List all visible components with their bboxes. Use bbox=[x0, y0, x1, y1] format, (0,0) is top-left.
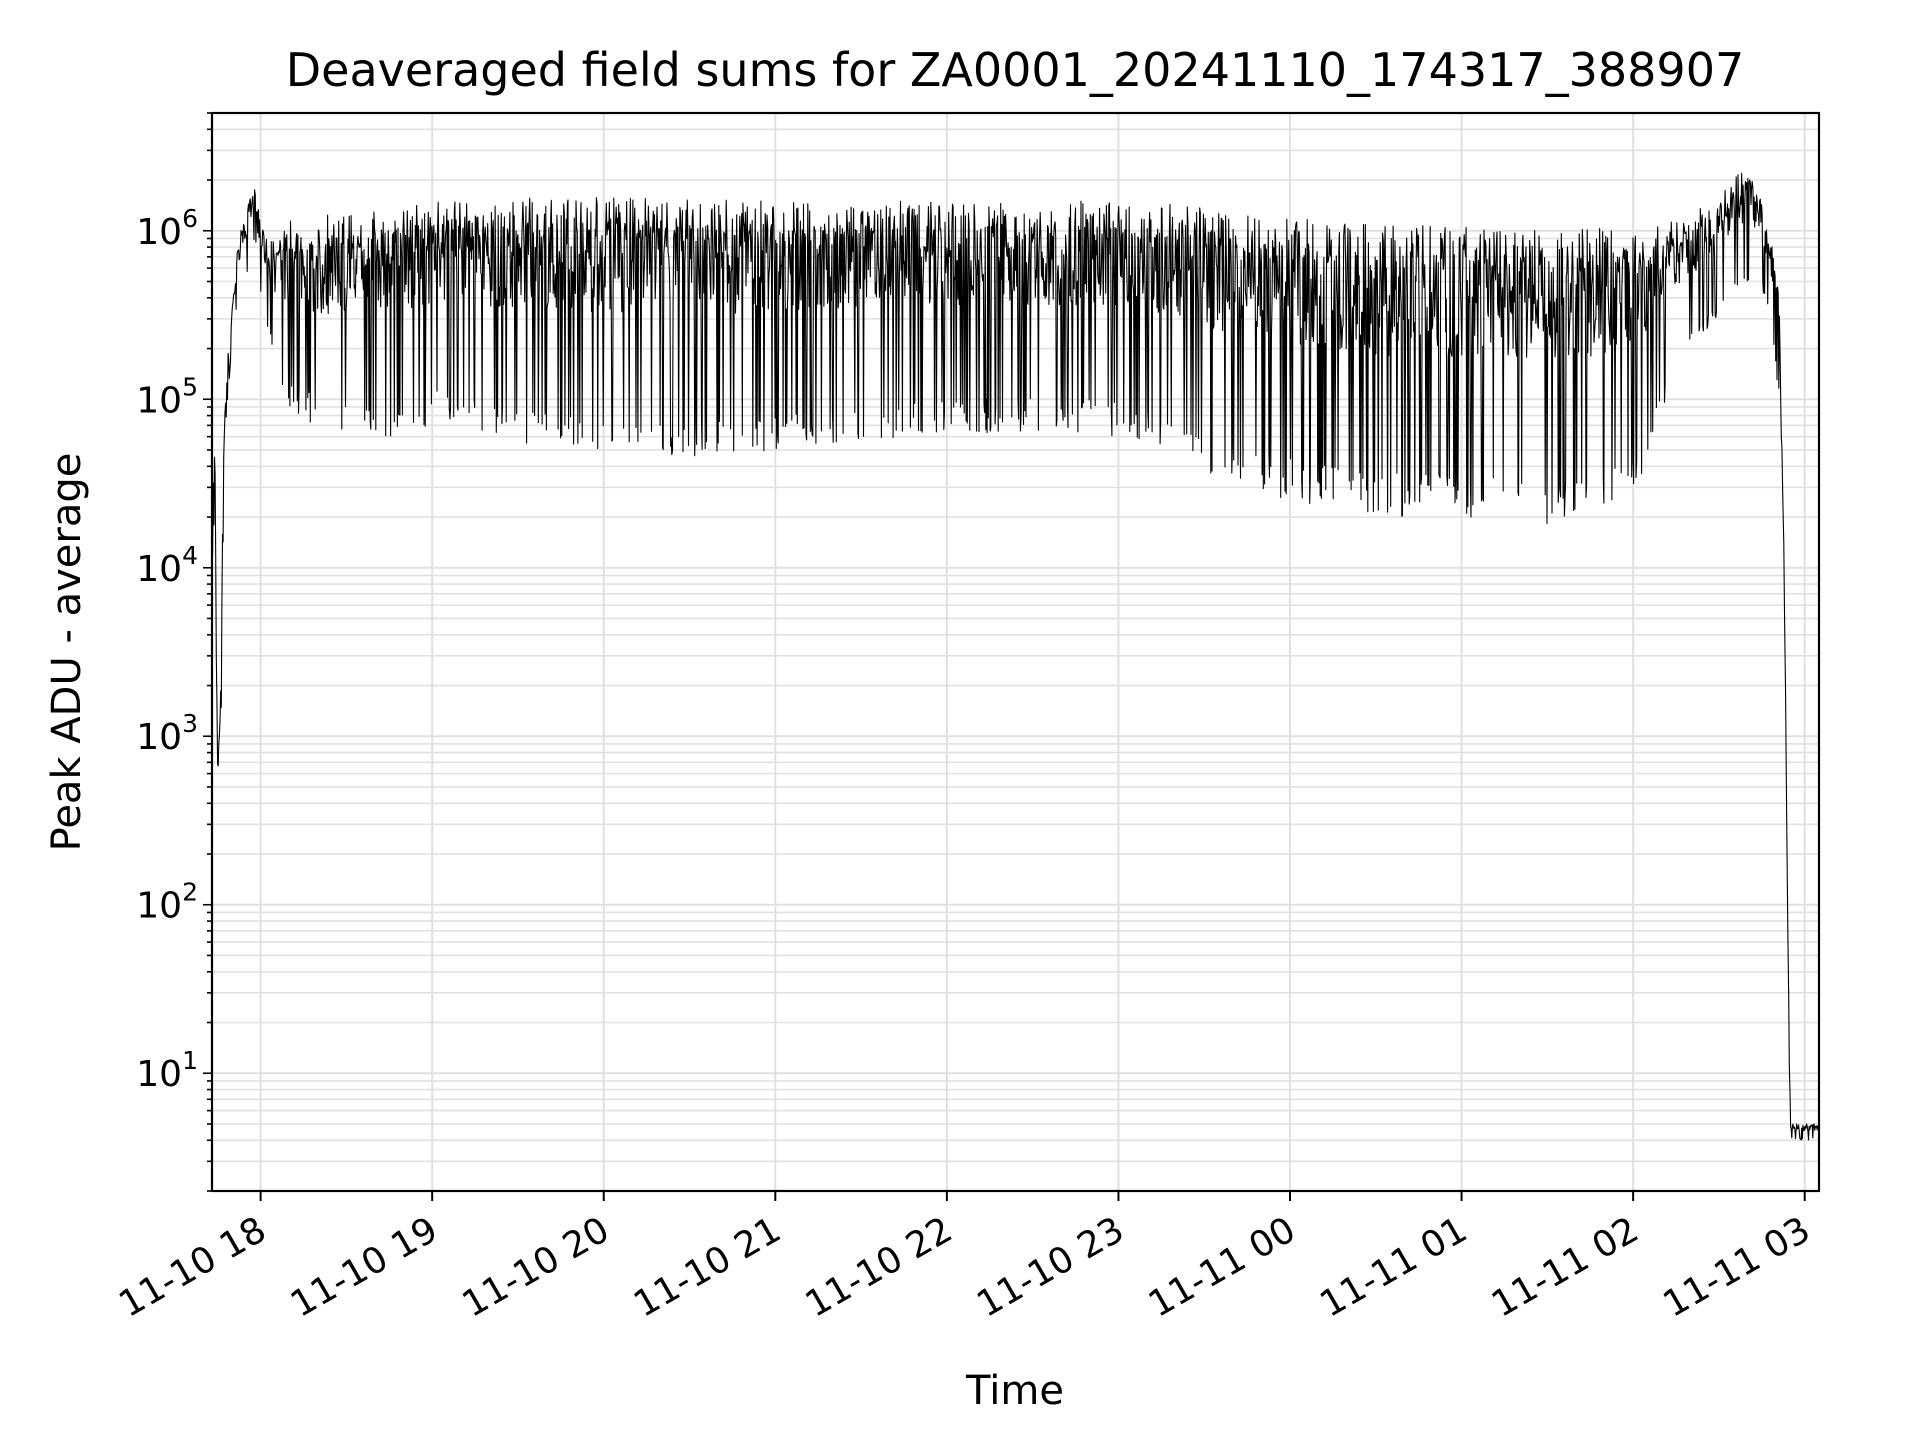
y-tick-label: 102 bbox=[136, 878, 198, 927]
x-axis-label: Time bbox=[965, 1368, 1064, 1414]
data-line bbox=[211, 172, 1820, 1141]
y-tick-label: 104 bbox=[136, 541, 198, 590]
chart-title: Deaveraged field sums for ZA0001_2024111… bbox=[286, 43, 1745, 97]
y-axis: 101 102 103 104 105 106 bbox=[136, 112, 212, 1192]
y-tick-label: 103 bbox=[136, 709, 198, 758]
y-tick-label: 105 bbox=[136, 372, 198, 421]
y-tick-label: 106 bbox=[136, 204, 198, 253]
y-axis-label: Peak ADU - average bbox=[44, 453, 90, 852]
plot-area bbox=[211, 172, 1820, 1141]
axes-frame bbox=[210, 111, 1821, 1193]
y-tick-label: 101 bbox=[136, 1046, 198, 1095]
